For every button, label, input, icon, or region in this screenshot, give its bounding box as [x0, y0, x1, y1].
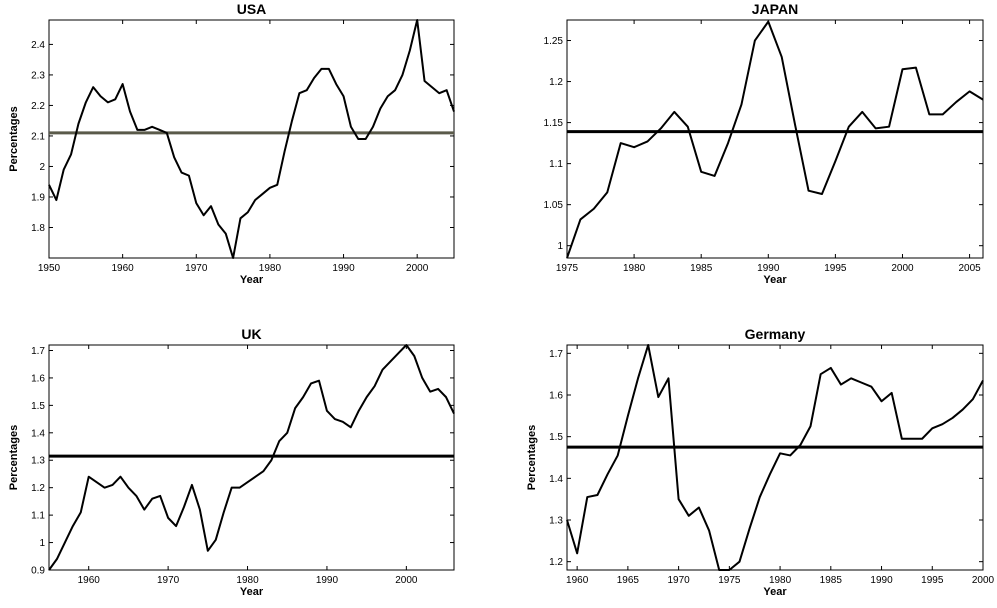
x-tick-label: 1980: [259, 263, 282, 274]
axes-box: [48, 19, 455, 259]
x-tick-label: 2000: [891, 263, 914, 274]
y-tick-label: 2.3: [31, 70, 45, 81]
y-tick-label: 1.6: [31, 373, 45, 384]
y-tick-label: 1.4: [549, 474, 563, 485]
x-axis-label: Year: [240, 586, 264, 598]
chart-title: JAPAN: [752, 1, 798, 17]
x-tick-label: 1980: [769, 575, 792, 586]
x-tick-label: 1970: [157, 575, 180, 586]
x-tick-label: 1985: [690, 263, 713, 274]
y-tick-label: 1.2: [549, 557, 563, 568]
x-tick-label: 1960: [78, 575, 101, 586]
y-axis-label: Percentages: [526, 425, 538, 490]
y-tick-label: 1.5: [549, 432, 563, 443]
y-axis-label: Percentages: [8, 106, 20, 171]
x-axis-label: Year: [240, 274, 264, 286]
series-line: [566, 20, 984, 259]
x-tick-label: 2000: [406, 263, 429, 274]
x-tick-label: 1995: [824, 263, 847, 274]
y-tick-label: 1.6: [549, 391, 563, 402]
y-tick-label: 1.3: [31, 456, 45, 467]
axes-box: [566, 19, 984, 259]
x-tick-label: 1970: [185, 263, 208, 274]
y-tick-label: 1.5: [31, 401, 45, 412]
y-tick-label: 1.8: [31, 223, 45, 234]
x-tick-label: 1975: [718, 575, 741, 586]
x-tick-label: 1990: [757, 263, 780, 274]
x-tick-label: 1985: [820, 575, 843, 586]
x-tick-label: 1960: [112, 263, 135, 274]
chart-title: UK: [241, 326, 261, 342]
x-tick-label: 1950: [38, 263, 61, 274]
x-tick-label: 1980: [623, 263, 646, 274]
panel-2: 1975 1980 1985 1990 1995 2000 2005 1 1.05 1.1 1.15…: [544, 1, 984, 286]
x-tick-label: 1990: [332, 263, 355, 274]
y-tick-label: 2.2: [31, 101, 45, 112]
x-tick-label: 2000: [972, 575, 995, 586]
chart-title: Germany: [745, 326, 806, 342]
x-tick-label: 2000: [395, 575, 418, 586]
x-tick-label: 1965: [617, 575, 640, 586]
x-tick-label: 1980: [236, 575, 259, 586]
x-tick-label: 1970: [667, 575, 690, 586]
chart-title: USA: [237, 1, 267, 17]
x-tick-label: 1975: [556, 263, 579, 274]
series-line: [48, 344, 455, 571]
y-tick-label: 2: [39, 162, 45, 173]
x-tick-label: 1990: [316, 575, 339, 586]
y-tick-label: 1.2: [31, 483, 45, 494]
y-tick-label: 1.2: [549, 77, 563, 88]
y-tick-label: 1.1: [549, 159, 563, 170]
x-tick-label: 1995: [921, 575, 944, 586]
y-tick-label: 1.7: [31, 346, 45, 357]
x-axis-label: Year: [763, 586, 787, 598]
panel-1: 1950 1960 1970 1980 1990 2000 1.8 1.9 2 2.1 2.2 2.3…: [8, 1, 455, 286]
x-axis-label: Year: [763, 274, 787, 286]
panel-3: 1960 1970 1980 1990 2000 0.9 1 1.1 1.2 1.3 1.4 1.5 1…: [8, 326, 455, 598]
y-tick-label: 2.4: [31, 40, 45, 51]
x-tick-label: 2005: [958, 263, 981, 274]
x-tick-label: 1960: [566, 575, 589, 586]
y-tick-label: 1: [557, 241, 563, 252]
y-tick-label: 1.7: [549, 349, 563, 360]
panel-4: 1960 1965 1970 1975 1980 1985 1990 1995 2000 1.2 1…: [526, 326, 995, 598]
series-line: [48, 19, 455, 259]
y-axis-label: Percentages: [8, 425, 20, 490]
y-tick-label: 1.4: [31, 428, 45, 439]
y-tick-label: 1.3: [549, 516, 563, 527]
y-tick-label: 2.1: [31, 131, 45, 142]
y-tick-label: 0.9: [31, 566, 45, 577]
y-tick-label: 1.9: [31, 192, 45, 203]
series-line: [566, 344, 984, 571]
y-tick-label: 1.15: [544, 118, 564, 129]
y-tick-label: 1.1: [31, 511, 45, 522]
y-tick-label: 1.25: [544, 36, 564, 47]
y-tick-label: 1.05: [544, 200, 564, 211]
y-tick-label: 1: [39, 538, 45, 549]
axes-box: [566, 344, 984, 571]
x-tick-label: 1990: [870, 575, 893, 586]
